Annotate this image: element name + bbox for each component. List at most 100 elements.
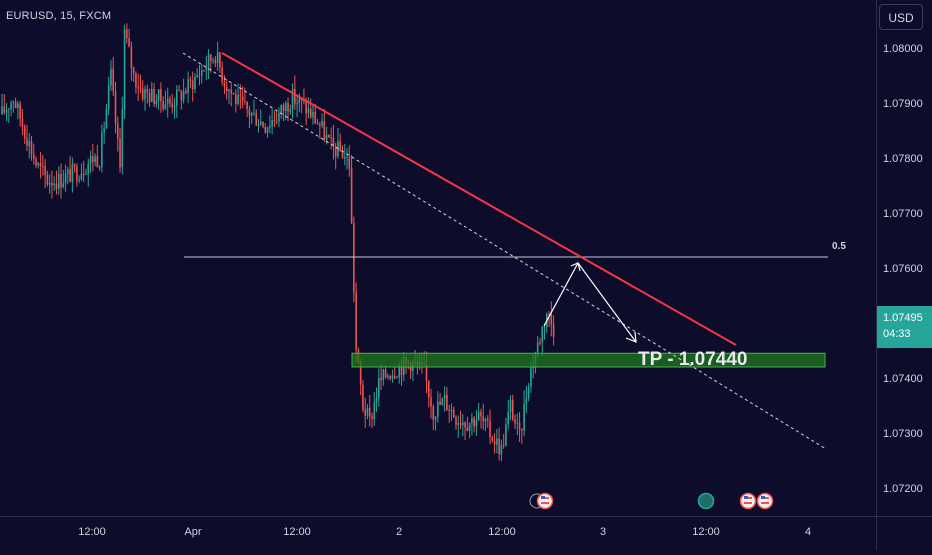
candle-body (305, 101, 307, 114)
candle-body (35, 159, 37, 166)
candle-body (116, 123, 119, 139)
symbol-label: EURUSD, 15, FXCM (6, 10, 112, 22)
candle-body (198, 75, 201, 77)
candle-body (334, 146, 337, 157)
tp-label: TP - 1.07440 (638, 349, 748, 370)
candle-body (471, 418, 473, 424)
candle-body (146, 89, 149, 93)
candle-body (248, 109, 251, 116)
candle-body (178, 89, 180, 91)
candle-body (48, 183, 51, 185)
candle-body (391, 375, 394, 379)
candle-body (175, 89, 178, 106)
candle-body (300, 98, 303, 101)
fib-level-label: 0.5 (832, 241, 846, 252)
candle-body (128, 38, 130, 48)
candle-body (253, 112, 255, 114)
candle-body (291, 88, 294, 110)
candle-body (239, 95, 242, 97)
candle-body (259, 121, 262, 126)
candle-body (316, 123, 319, 125)
x-tick-label: 4 (805, 526, 811, 538)
candle-body (514, 419, 516, 424)
candle-body (255, 112, 258, 126)
candle-body (482, 416, 485, 422)
candle-body (507, 412, 510, 425)
candle-body (359, 362, 362, 385)
dashed-trendline[interactable] (182, 52, 827, 450)
candle-body (516, 422, 519, 424)
resistance-trendline[interactable] (221, 52, 737, 346)
tp-zone-rect[interactable] (351, 352, 826, 368)
candle-body (384, 369, 387, 378)
y-tick-label: 1.07400 (883, 373, 923, 385)
candle-body (321, 121, 323, 126)
candle-body (105, 108, 108, 129)
candle-body (475, 420, 478, 427)
candle-body (141, 88, 144, 100)
us-flag-icon[interactable] (756, 492, 774, 510)
candle-body (62, 183, 65, 188)
candle-body (498, 438, 500, 455)
candle-body (210, 54, 212, 62)
us-flag-icon[interactable] (739, 492, 757, 510)
x-tick-label: 3 (600, 526, 606, 538)
y-tick-label: 1.07300 (883, 428, 923, 440)
candle-body (262, 121, 264, 127)
candle-body (171, 103, 174, 108)
candle-body (509, 400, 512, 413)
candle-body (223, 81, 226, 87)
y-tick-label: 1.07800 (883, 153, 923, 165)
candle-body (246, 101, 248, 110)
candle-body (219, 52, 221, 68)
candle-body (343, 157, 346, 159)
candle-body (282, 105, 285, 112)
candle-body (264, 126, 267, 133)
candle-body (375, 398, 378, 403)
candle-body (450, 409, 453, 412)
candle-body (328, 134, 330, 137)
us-flag-icon[interactable] (536, 492, 554, 510)
flag-stripe (541, 502, 549, 504)
candle-body (30, 141, 33, 155)
candle-body (216, 52, 219, 64)
candle-body (60, 173, 62, 188)
candle-body (221, 67, 223, 82)
flag-canton (744, 496, 748, 499)
x-tick-label: 12:00 (692, 526, 720, 538)
candle-body (486, 419, 489, 421)
candle-body (169, 98, 171, 104)
candle-body (518, 422, 521, 430)
currency-button[interactable]: USD (879, 4, 923, 30)
projection-path[interactable] (543, 261, 637, 343)
candle-body (166, 98, 169, 105)
candle-body (37, 163, 40, 166)
candle-body (269, 125, 271, 128)
candle-body (135, 73, 137, 87)
candle-body (446, 394, 448, 410)
candle-body (346, 156, 348, 158)
candle-body (330, 136, 332, 139)
candle-body (452, 409, 455, 418)
flag-canton (541, 496, 545, 499)
candle-body (273, 120, 276, 122)
candle-body (457, 422, 460, 425)
candle-body (289, 109, 292, 112)
candle-body (350, 168, 353, 223)
candle-body (323, 121, 326, 140)
candle-body (194, 77, 196, 90)
candle-body (294, 88, 296, 104)
candle-body (80, 173, 83, 180)
flag-canton (761, 496, 765, 499)
candle-body (28, 141, 31, 146)
candle-body (266, 127, 269, 133)
candle-body (462, 422, 464, 425)
candle-body (200, 70, 203, 76)
globe-icon[interactable] (697, 492, 715, 510)
candle-body (439, 401, 441, 405)
candle-body (298, 98, 301, 104)
candle-body (82, 173, 85, 175)
candle-body (119, 138, 121, 168)
